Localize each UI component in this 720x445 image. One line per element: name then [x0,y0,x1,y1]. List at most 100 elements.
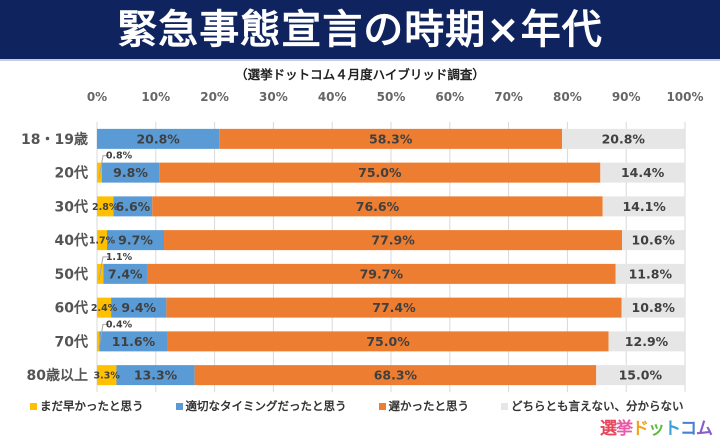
legend-item-late: 遅かったと思う [378,398,470,414]
legend-item-unknown: どちらとも言えない、分からない [501,398,684,414]
legend-swatch-unknown [501,402,508,410]
bar-segment-unknown [600,162,685,183]
legend-swatch-early [30,402,37,410]
bar-segment-unknown [602,196,686,217]
bar-segment-early [97,162,102,183]
data-label-early: 3.3% [94,371,121,382]
bar-segment-unknown [562,128,685,149]
data-label-late: 77.4% [372,300,416,315]
x-tick-label: 60% [435,90,464,104]
bar-segment-timely [97,128,220,149]
x-tick-label: 70% [494,90,523,104]
logo-char: ト [664,419,681,439]
callout-line [98,256,109,280]
bar-segment-late [219,128,563,149]
category-label: 40代 [55,232,88,249]
data-label-unknown: 10.8% [632,300,676,315]
logo-char: 挙 [616,419,633,439]
category-label: 30代 [55,198,88,215]
x-tick-label: 90% [612,90,641,104]
data-label-timely: 11.6% [112,334,156,349]
bar-segment-unknown [608,331,685,352]
category-labels: 18・19歳 20代 30代 40代 50代 60代 70代 80歳以上 [21,131,88,384]
x-tick-label: 80% [553,90,582,104]
logo-char: ド [632,419,649,439]
bar-segment-early [97,365,117,386]
chart-subtitle: （選挙ドットコム４月度ハイブリッド調査） [235,67,485,82]
data-label-early: 1.1% [106,252,133,263]
bar-segment-late [166,297,622,318]
category-label: 80歳以上 [27,367,88,384]
callout-line [98,155,109,179]
data-label-late: 75.0% [366,334,410,349]
bar-segment-timely [111,297,167,318]
category-label: 18・19歳 [21,131,88,148]
bar-segment-early [97,230,107,251]
legend-label-timely: 適切なタイミングだったと思う [185,399,347,413]
data-label-timely: 6.6% [116,199,151,214]
data-label-early: 0.8% [106,151,133,162]
legend-swatch-timely [175,402,183,410]
data-label-unknown: 14.4% [621,165,665,180]
bar-segment-timely [113,196,153,217]
data-label-early: 0.4% [106,319,133,330]
bar-segment-unknown [615,263,685,284]
data-label-late: 58.3% [369,131,413,146]
x-tick-label: 20% [200,90,229,104]
bar-segment-timely [99,331,168,352]
data-label-early: 2.4% [91,303,118,314]
bar-segment-timely [106,230,165,251]
x-axis-ticks: 0% 10% 20% 30% 40% 50% 60% 70% 80% 90% 100% [87,90,704,104]
bar-segment-late [194,365,597,386]
data-label-early: 2.8% [92,202,119,213]
data-label-unknown: 20.8% [602,131,646,146]
data-label-unknown: 14.1% [622,199,666,214]
legend-label-late: 遅かったと思う [388,399,470,413]
bar-segment-timely [101,162,160,183]
legend-item-early: まだ早かったと思う [30,398,144,414]
data-label-early: 1.7% [89,236,116,247]
bar-segment-late [159,162,601,183]
category-label: 70代 [55,333,88,350]
data-label-unknown: 10.6% [632,233,676,248]
x-tick-label: 40% [318,90,347,104]
data-label-timely: 13.3% [134,368,178,383]
title-banner: 緊急事態宣言の時期×年代 [0,0,720,61]
x-tick-label: 30% [259,90,288,104]
x-tick-label: 0% [87,90,107,104]
bar-segment-timely [116,365,195,386]
legend-swatch-late [378,402,386,410]
data-label-unknown: 11.8% [629,266,673,281]
bar-segment-early [97,297,112,318]
data-label-timely: 9.8% [113,165,148,180]
data-label-late: 79.7% [360,266,404,281]
data-label-unknown: 12.9% [625,334,669,349]
data-label-late: 68.3% [374,368,418,383]
page-title: 緊急事態宣言の時期×年代 [117,6,603,53]
bar-segment-unknown [596,365,685,386]
bar-segment-early [97,331,100,352]
callout-line [98,323,109,348]
bar-segment-unknown [622,230,685,251]
x-tick-label: 100% [666,90,703,104]
category-label: 20代 [55,165,88,182]
bar-segment-late [164,230,623,251]
legend-label-unknown: どちらとも言えない、分からない [511,399,684,413]
bar-segment-late [146,263,616,284]
logo-char: コ [680,419,697,439]
x-tick-label: 10% [141,90,170,104]
data-label-timely: 9.7% [118,233,153,248]
data-labels: 20.8% 58.3% 20.8%0.8%9.8% 75.0% 14.4%2.8%6.6… [89,131,676,382]
data-label-timely: 9.4% [121,300,156,315]
category-label: 60代 [55,300,88,317]
data-label-unknown: 15.0% [619,368,663,383]
logo-char: 選 [600,419,617,439]
legend-label-early: まだ早かったと思う [40,399,144,413]
data-label-late: 76.6% [356,199,400,214]
bar-segment-timely [103,263,147,284]
logo-char: ム [696,419,713,439]
data-label-timely: 7.4% [108,266,143,281]
bar-segment-early [97,196,114,217]
logo-char: ッ [648,419,665,439]
